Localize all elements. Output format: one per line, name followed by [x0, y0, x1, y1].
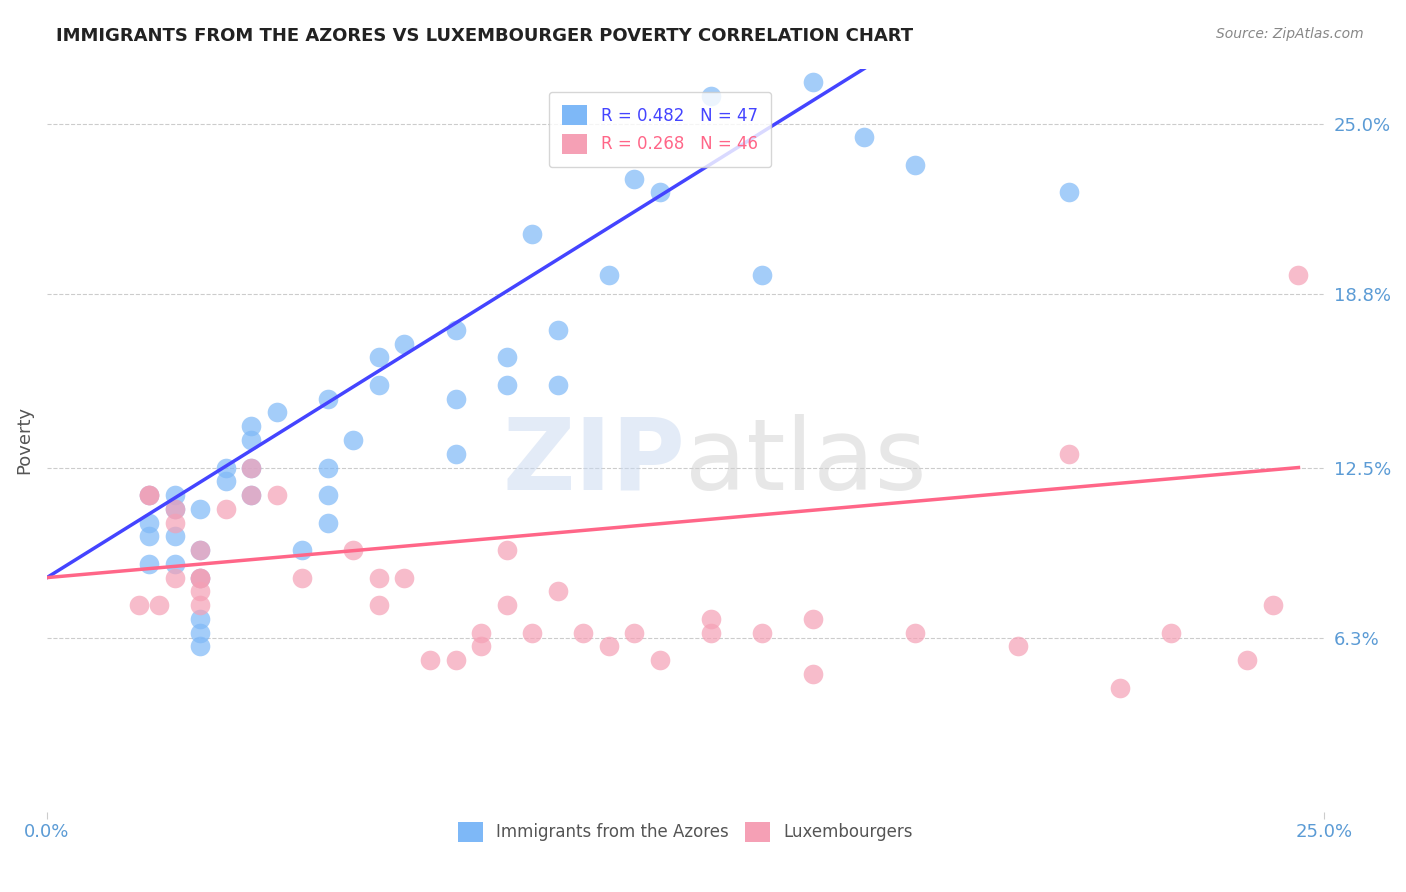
Point: [904, 625, 927, 640]
Point: [342, 433, 364, 447]
Point: [138, 529, 160, 543]
Point: [163, 501, 186, 516]
Point: [316, 516, 339, 530]
Point: [1261, 598, 1284, 612]
Point: [444, 392, 467, 406]
Point: [342, 543, 364, 558]
Point: [215, 475, 238, 489]
Point: [188, 571, 211, 585]
Point: [188, 543, 211, 558]
Text: atlas: atlas: [686, 414, 927, 511]
Point: [368, 598, 391, 612]
Point: [700, 89, 723, 103]
Point: [547, 378, 569, 392]
Point: [1007, 640, 1029, 654]
Point: [215, 460, 238, 475]
Point: [598, 640, 620, 654]
Point: [188, 584, 211, 599]
Point: [522, 625, 544, 640]
Point: [801, 75, 824, 89]
Point: [419, 653, 441, 667]
Point: [623, 625, 645, 640]
Point: [368, 571, 391, 585]
Point: [444, 323, 467, 337]
Point: [148, 598, 170, 612]
Point: [598, 268, 620, 282]
Point: [240, 460, 263, 475]
Point: [316, 488, 339, 502]
Point: [470, 625, 492, 640]
Point: [188, 501, 211, 516]
Text: IMMIGRANTS FROM THE AZORES VS LUXEMBOURGER POVERTY CORRELATION CHART: IMMIGRANTS FROM THE AZORES VS LUXEMBOURG…: [56, 27, 914, 45]
Point: [291, 543, 314, 558]
Point: [368, 378, 391, 392]
Point: [316, 392, 339, 406]
Point: [495, 543, 517, 558]
Point: [1057, 447, 1080, 461]
Point: [495, 598, 517, 612]
Point: [904, 158, 927, 172]
Text: ZIP: ZIP: [502, 414, 686, 511]
Point: [188, 625, 211, 640]
Point: [547, 323, 569, 337]
Point: [188, 598, 211, 612]
Point: [751, 268, 773, 282]
Point: [240, 433, 263, 447]
Point: [572, 625, 595, 640]
Point: [188, 612, 211, 626]
Point: [291, 571, 314, 585]
Point: [495, 378, 517, 392]
Point: [1236, 653, 1258, 667]
Point: [368, 351, 391, 365]
Point: [266, 488, 288, 502]
Point: [163, 501, 186, 516]
Point: [1160, 625, 1182, 640]
Point: [138, 488, 160, 502]
Point: [163, 516, 186, 530]
Point: [266, 405, 288, 419]
Y-axis label: Poverty: Poverty: [15, 406, 32, 474]
Point: [1108, 681, 1130, 695]
Point: [470, 640, 492, 654]
Point: [240, 419, 263, 434]
Point: [648, 186, 671, 200]
Point: [801, 612, 824, 626]
Point: [240, 488, 263, 502]
Point: [138, 516, 160, 530]
Point: [648, 653, 671, 667]
Point: [1288, 268, 1310, 282]
Point: [623, 171, 645, 186]
Point: [700, 625, 723, 640]
Point: [163, 557, 186, 571]
Point: [240, 488, 263, 502]
Point: [188, 543, 211, 558]
Point: [801, 667, 824, 681]
Point: [188, 571, 211, 585]
Point: [188, 571, 211, 585]
Point: [495, 351, 517, 365]
Point: [163, 488, 186, 502]
Point: [128, 598, 150, 612]
Point: [547, 584, 569, 599]
Point: [138, 488, 160, 502]
Point: [240, 460, 263, 475]
Point: [394, 336, 416, 351]
Point: [522, 227, 544, 241]
Point: [853, 130, 876, 145]
Point: [215, 501, 238, 516]
Point: [700, 612, 723, 626]
Text: Source: ZipAtlas.com: Source: ZipAtlas.com: [1216, 27, 1364, 41]
Point: [316, 460, 339, 475]
Point: [394, 571, 416, 585]
Point: [138, 488, 160, 502]
Point: [163, 529, 186, 543]
Point: [163, 571, 186, 585]
Point: [444, 653, 467, 667]
Point: [188, 640, 211, 654]
Point: [751, 625, 773, 640]
Point: [138, 557, 160, 571]
Point: [444, 447, 467, 461]
Legend: R = 0.482   N = 47, R = 0.268   N = 46: R = 0.482 N = 47, R = 0.268 N = 46: [548, 92, 770, 168]
Point: [1057, 186, 1080, 200]
